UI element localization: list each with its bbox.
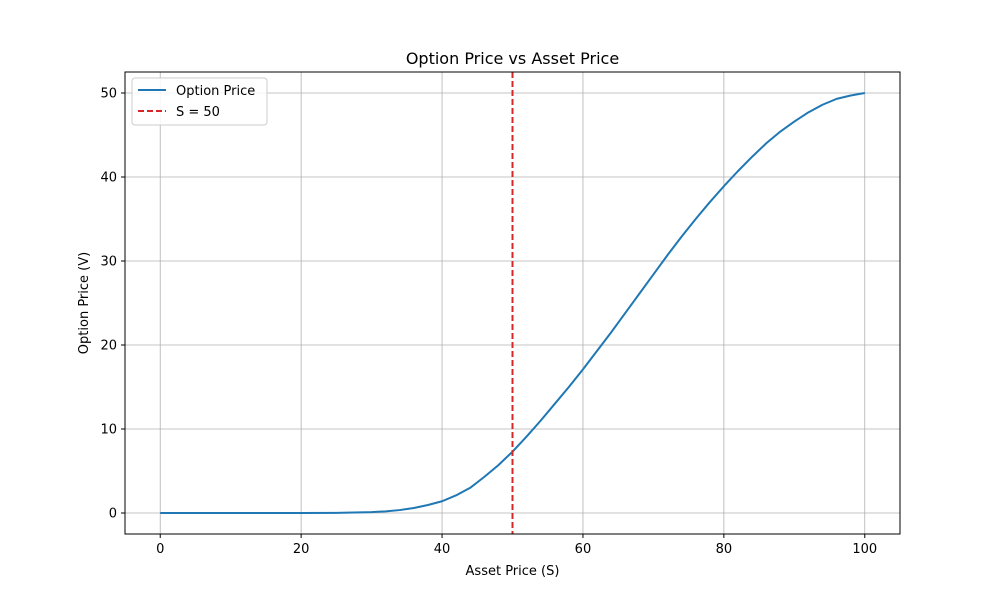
legend-label-option-price: Option Price [176, 84, 255, 99]
x-tick-label: 80 [716, 542, 733, 557]
x-tick-label: 100 [852, 542, 877, 557]
x-tick-label: 40 [434, 542, 451, 557]
y-tick-label: 0 [109, 507, 117, 522]
plot-frame [124, 71, 901, 535]
x-tick-label: 60 [575, 542, 592, 557]
legend-label-strike-line: S = 50 [176, 105, 220, 120]
y-tick-label: 30 [100, 255, 117, 270]
y-tick-label: 40 [100, 171, 117, 186]
series-line-option-price [160, 92, 865, 514]
plot-layer [160, 72, 865, 534]
y-tick-label: 10 [100, 423, 117, 438]
y-axis-label: Option Price (V) [77, 252, 92, 354]
x-tick-label: 20 [293, 542, 310, 557]
y-tick-label: 20 [100, 339, 117, 354]
y-tick-label: 50 [100, 87, 117, 102]
x-tick-label: 0 [156, 542, 164, 557]
tick-layer: 0 20 40 60 80 100 0 10 20 30 40 50 [100, 87, 877, 558]
legend: Option Price S = 50 [131, 77, 268, 126]
chart-title: Option Price vs Asset Price [406, 49, 619, 68]
x-axis-label: Asset Price (S) [466, 564, 560, 579]
